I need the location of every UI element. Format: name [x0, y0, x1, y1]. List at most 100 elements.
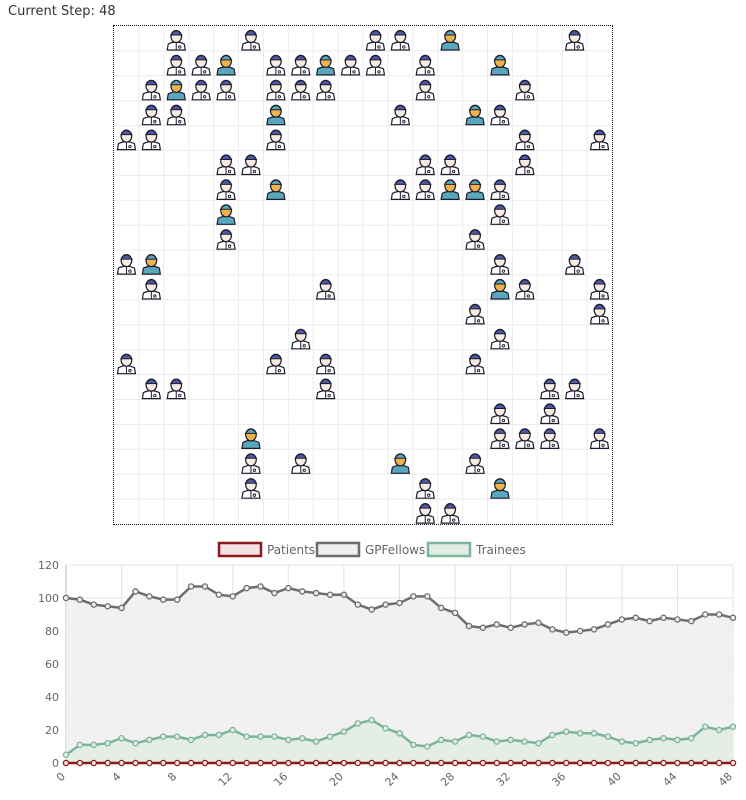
patients-point[interactable] — [674, 759, 681, 767]
patients-point[interactable] — [701, 759, 709, 767]
patients-point[interactable] — [285, 759, 292, 767]
gpfellows-point[interactable] — [173, 596, 181, 603]
gpfellows-point[interactable] — [132, 588, 139, 595]
patients-point[interactable] — [229, 759, 236, 767]
gpfellows-point[interactable] — [354, 601, 362, 608]
patients-point[interactable] — [396, 759, 403, 767]
patients-point[interactable] — [604, 759, 612, 767]
legend-item-trainees[interactable]: Trainees — [426, 541, 526, 558]
patients-point[interactable] — [688, 759, 695, 767]
gpfellows-point[interactable] — [340, 591, 348, 598]
trainees-point[interactable] — [590, 730, 598, 737]
gpfellows-point[interactable] — [215, 591, 223, 598]
gpfellows-point[interactable] — [187, 583, 195, 590]
trainees-point[interactable] — [465, 731, 473, 739]
patients-point[interactable] — [493, 759, 501, 767]
patients-point[interactable] — [340, 759, 348, 767]
gpfellows-point[interactable] — [382, 601, 389, 608]
patients-point[interactable] — [646, 759, 653, 767]
patients-point[interactable] — [576, 759, 584, 767]
patients-point[interactable] — [173, 759, 181, 767]
trainees-point[interactable] — [563, 728, 570, 735]
gpfellows-point[interactable] — [507, 624, 514, 631]
trainees-point[interactable] — [576, 730, 584, 737]
gpfellows-point[interactable] — [160, 596, 167, 603]
gpfellows-point[interactable] — [563, 629, 570, 636]
trainees-point[interactable] — [312, 738, 320, 745]
patients-point[interactable] — [465, 759, 473, 767]
trainees-point[interactable] — [479, 733, 487, 740]
trainees-point[interactable] — [729, 723, 737, 730]
patients-point[interactable] — [451, 759, 459, 767]
patients-point[interactable] — [563, 759, 570, 767]
trainees-point[interactable] — [646, 736, 653, 744]
patients-point[interactable] — [507, 759, 514, 767]
patients-point[interactable] — [590, 759, 598, 767]
gpfellows-point[interactable] — [201, 583, 209, 590]
gpfellows-point[interactable] — [104, 603, 111, 610]
gpfellows-point[interactable] — [688, 617, 695, 625]
trainees-point[interactable] — [340, 728, 348, 735]
patients-point[interactable] — [549, 759, 556, 767]
gpfellows-point[interactable] — [618, 616, 626, 623]
trainees-point[interactable] — [229, 726, 236, 734]
gpfellows-point[interactable] — [424, 593, 431, 600]
trainees-point[interactable] — [549, 731, 556, 739]
trainees-point[interactable] — [437, 736, 445, 744]
trainees-point[interactable] — [90, 741, 98, 749]
patients-point[interactable] — [354, 759, 362, 767]
gpfellows-point[interactable] — [632, 614, 639, 622]
patients-point[interactable] — [257, 759, 264, 767]
patients-point[interactable] — [146, 759, 153, 767]
gpfellows-point[interactable] — [549, 626, 556, 633]
patients-point[interactable] — [410, 759, 417, 767]
patients-point[interactable] — [368, 759, 375, 767]
gpfellows-point[interactable] — [229, 593, 236, 600]
gpfellows-point[interactable] — [257, 583, 264, 590]
trainees-point[interactable] — [354, 720, 362, 727]
patients-point[interactable] — [90, 759, 98, 767]
trainees-point[interactable] — [424, 743, 431, 750]
patients-point[interactable] — [118, 759, 125, 767]
gpfellows-point[interactable] — [590, 626, 598, 633]
gpfellows-point[interactable] — [493, 621, 501, 628]
trainees-point[interactable] — [271, 733, 278, 740]
trainees-point[interactable] — [507, 736, 514, 744]
legend-item-patients[interactable]: Patients — [217, 541, 315, 558]
gpfellows-point[interactable] — [410, 593, 417, 600]
gpfellows-point[interactable] — [715, 611, 723, 618]
gpfellows-point[interactable] — [535, 619, 542, 627]
patients-point[interactable] — [62, 759, 70, 767]
patients-point[interactable] — [271, 759, 278, 767]
trainees-point[interactable] — [618, 738, 626, 745]
patients-point[interactable] — [312, 759, 320, 767]
patients-point[interactable] — [729, 759, 737, 767]
gpfellows-point[interactable] — [312, 589, 320, 597]
gpfellows-point[interactable] — [729, 614, 737, 622]
trainees-point[interactable] — [493, 738, 501, 745]
patients-point[interactable] — [298, 759, 306, 767]
gpfellows-point[interactable] — [285, 584, 292, 592]
trainees-point[interactable] — [521, 738, 528, 745]
gpfellows-point[interactable] — [146, 593, 153, 600]
trainees-point[interactable] — [382, 725, 389, 732]
gpfellows-point[interactable] — [437, 604, 445, 612]
patients-point[interactable] — [104, 759, 111, 767]
patients-point[interactable] — [215, 759, 223, 767]
patients-point[interactable] — [632, 759, 639, 767]
trainees-point[interactable] — [146, 736, 153, 744]
trainees-point[interactable] — [396, 730, 403, 737]
patients-point[interactable] — [660, 759, 667, 767]
gpfellows-point[interactable] — [271, 589, 278, 597]
trainees-point[interactable] — [451, 738, 459, 745]
gpfellows-point[interactable] — [243, 584, 250, 592]
gpfellows-point[interactable] — [479, 624, 487, 631]
patients-point[interactable] — [521, 759, 528, 767]
trainees-point[interactable] — [104, 739, 111, 747]
patients-point[interactable] — [479, 759, 487, 767]
gpfellows-point[interactable] — [118, 604, 125, 612]
patients-point[interactable] — [382, 759, 389, 767]
trainees-point[interactable] — [660, 734, 667, 742]
trainees-point[interactable] — [298, 734, 306, 742]
patients-point[interactable] — [76, 759, 84, 767]
